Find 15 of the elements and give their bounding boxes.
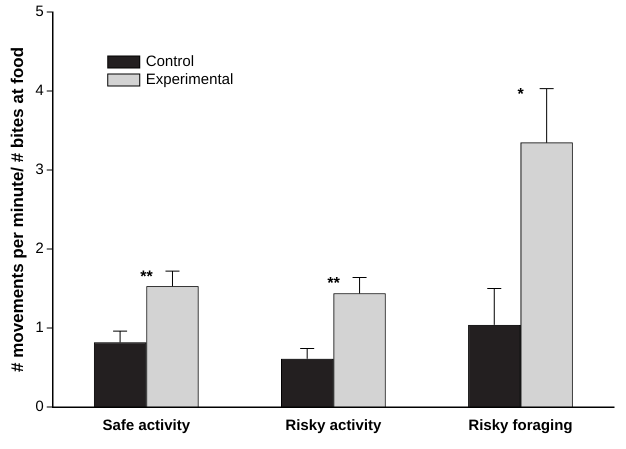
x-tick-label: Risky foraging [468, 417, 573, 434]
y-tick-label: 2 [35, 240, 44, 258]
y-tick-label: 3 [35, 161, 44, 178]
annotation: ** [140, 268, 154, 286]
legend-label: Experimental [146, 71, 234, 88]
y-axis-title: # movements per minute/ # bites at food [8, 47, 27, 372]
x-tick-label: Risky activity [285, 417, 382, 434]
y-tick-label: 5 [35, 3, 44, 20]
y-tick-label: 1 [35, 319, 44, 336]
y-tick-label: 0 [35, 398, 44, 416]
annotation: ** [327, 274, 341, 292]
x-tick-label: Safe activity [102, 417, 191, 434]
legend-label: Control [146, 53, 194, 70]
y-tick-label: 4 [35, 82, 44, 100]
annotation: * [518, 86, 525, 104]
